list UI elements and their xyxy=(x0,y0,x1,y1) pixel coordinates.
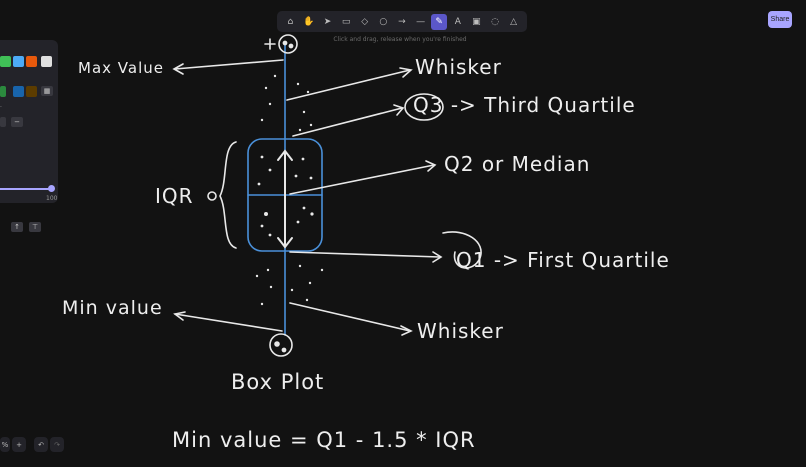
ellipse-icon[interactable]: ○ xyxy=(379,16,388,27)
iqr-brace xyxy=(219,141,237,249)
q2-label[interactable]: Q2 or Median xyxy=(444,152,591,176)
redo-button[interactable]: ↷ xyxy=(50,437,64,452)
transparent-swatch[interactable]: ▦ xyxy=(41,86,53,96)
q3-arrow xyxy=(292,107,403,137)
whisker-top-label[interactable]: Whisker xyxy=(415,55,502,79)
color-swatch[interactable] xyxy=(0,86,6,97)
rectangle-icon[interactable]: ▭ xyxy=(341,16,351,27)
q1-arrow xyxy=(289,251,441,258)
share-button[interactable]: Share xyxy=(768,11,792,28)
max-arrow xyxy=(174,59,284,70)
q2-arrow xyxy=(289,164,435,195)
formula-text[interactable]: Min value = Q1 - 1.5 * IQR xyxy=(172,428,476,452)
toolbar-hint: Click and drag, release when you're fini… xyxy=(333,36,467,43)
laser-icon[interactable]: △ xyxy=(510,16,518,27)
stroke-width-button[interactable] xyxy=(0,117,6,127)
min-value-label[interactable]: Min value xyxy=(62,297,163,319)
data-points xyxy=(255,74,324,306)
color-swatch[interactable] xyxy=(0,56,11,67)
text-icon[interactable]: A xyxy=(454,16,461,27)
zoom-in-button[interactable]: + xyxy=(12,437,26,452)
q1-circle xyxy=(442,231,482,269)
arrow-icon[interactable]: → xyxy=(398,16,406,27)
color-swatch[interactable] xyxy=(26,86,37,97)
eraser-icon[interactable]: ◌ xyxy=(491,16,499,27)
iqr-label[interactable]: IQR xyxy=(155,184,194,208)
lock-icon[interactable]: ⌂ xyxy=(287,16,294,27)
color-swatch[interactable] xyxy=(41,56,52,67)
whisker-bottom-label[interactable]: Whisker xyxy=(417,319,504,343)
pencil-icon[interactable]: ✎ xyxy=(431,13,448,30)
color-swatch[interactable] xyxy=(13,56,24,67)
max-point-circle xyxy=(278,34,298,54)
q1-label[interactable]: Q1 -> First Quartile xyxy=(456,248,670,272)
opacity-label: · xyxy=(0,104,2,111)
color-swatch[interactable] xyxy=(13,86,24,97)
opacity-slider-knob[interactable] xyxy=(48,185,55,192)
layer-button[interactable]: ⊤ xyxy=(29,222,41,232)
max-value-label[interactable]: Max Value xyxy=(78,59,164,77)
opacity-value: 100 xyxy=(46,195,58,202)
layer-button[interactable]: ↑ xyxy=(11,222,23,232)
properties-panel: ▦ − · 100 ↑ ⊤ xyxy=(0,40,58,232)
color-swatch[interactable] xyxy=(26,56,37,67)
min-point-circle xyxy=(269,333,293,357)
zoom-level[interactable]: % xyxy=(0,437,10,452)
main-toolbar: ⌂ ✋ ➤ ▭ ◇ ○ → — ✎ A ▣ ◌ △ xyxy=(277,11,527,32)
min-arrow xyxy=(174,313,283,332)
q3-circle xyxy=(404,93,444,121)
line-icon[interactable]: — xyxy=(416,16,426,27)
opacity-slider-track[interactable] xyxy=(0,188,50,190)
undo-button[interactable]: ↶ xyxy=(34,437,48,452)
hand-icon[interactable]: ✋ xyxy=(303,16,315,27)
image-icon[interactable]: ▣ xyxy=(472,16,481,27)
diamond-icon[interactable]: ◇ xyxy=(361,16,369,27)
pointer-icon[interactable]: ➤ xyxy=(323,16,332,27)
stroke-style-button[interactable]: − xyxy=(11,117,23,127)
box-plot-title[interactable]: Box Plot xyxy=(231,370,325,394)
whisker-top-arrow xyxy=(286,69,411,101)
q3-label[interactable]: Q3 -> Third Quartile xyxy=(413,93,636,117)
whisker-bottom-arrow xyxy=(289,302,411,332)
